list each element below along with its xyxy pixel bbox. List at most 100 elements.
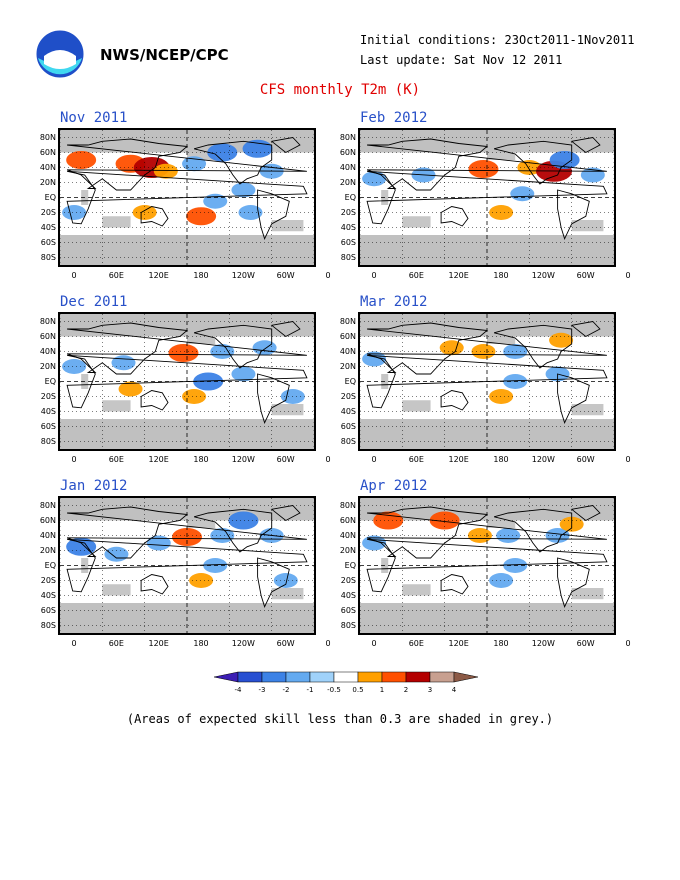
colorbar-swatch xyxy=(405,671,431,683)
colorbar-label: 1 xyxy=(380,686,384,694)
coastline xyxy=(570,321,601,338)
colorbar-swatch xyxy=(261,671,287,683)
coastline xyxy=(140,206,169,227)
lon-tick-label: 120E xyxy=(148,639,169,648)
map-canvas xyxy=(360,314,614,449)
skill-footnote: (Areas of expected skill less than 0.3 a… xyxy=(126,712,554,726)
anomaly-region xyxy=(489,205,514,220)
lon-tick-label: 60W xyxy=(576,455,595,464)
forecast-map-panel xyxy=(358,128,616,267)
lon-tick-label: 60W xyxy=(576,639,595,648)
coastline xyxy=(270,137,301,154)
lon-tick-label: 0 xyxy=(625,455,631,464)
lat-tick-label: 40N xyxy=(39,346,56,356)
lon-tick-label: 120E xyxy=(448,271,469,280)
forecast-map-panel xyxy=(58,496,316,635)
colorbar-swatch xyxy=(429,671,455,683)
lon-tick-label: 60W xyxy=(276,639,295,648)
lat-tick-label: 60S xyxy=(40,421,56,431)
low-skill-mask xyxy=(187,336,216,344)
anomaly-region xyxy=(273,573,298,588)
lon-tick-label: 120E xyxy=(148,271,169,280)
anomaly-region xyxy=(66,151,97,169)
anomaly-region xyxy=(503,344,528,359)
coastline xyxy=(193,508,273,553)
low-skill-mask xyxy=(402,584,431,596)
anomaly-region xyxy=(118,381,143,397)
colorbar-swatch xyxy=(333,671,359,683)
coastline xyxy=(570,137,601,154)
anomaly-region xyxy=(468,160,499,178)
lon-tick-label: 180 xyxy=(493,271,509,280)
lon-tick-label: 60E xyxy=(108,455,124,464)
lat-tick-label: 60S xyxy=(40,605,56,615)
coastline xyxy=(257,189,290,241)
lat-tick-label: 80S xyxy=(340,252,356,262)
lat-tick-label: 20N xyxy=(339,545,356,555)
coastline xyxy=(193,140,273,185)
lon-tick-label: 0 xyxy=(71,455,77,464)
low-skill-mask xyxy=(271,588,304,600)
anomaly-region xyxy=(146,535,171,551)
low-skill-mask xyxy=(60,314,314,337)
lat-tick-label: EQ xyxy=(344,560,356,570)
lat-tick-label: 40S xyxy=(340,590,356,600)
lon-tick-label: 0 xyxy=(325,455,331,464)
anomaly-region xyxy=(66,537,97,556)
lon-tick-label: 0 xyxy=(371,271,377,280)
colorbar-label: -4 xyxy=(235,686,243,694)
anomaly-region xyxy=(104,546,129,562)
colorbar-label: 0.5 xyxy=(352,686,363,694)
lon-tick-label: 0 xyxy=(371,639,377,648)
lat-tick-label: 80S xyxy=(40,436,56,446)
anomaly-region xyxy=(186,207,217,226)
panel-label: Feb 2012 xyxy=(360,110,428,126)
coastline xyxy=(257,557,290,609)
anomaly-region xyxy=(489,573,514,588)
colorbar-swatch xyxy=(381,671,407,683)
anomaly-region xyxy=(182,389,207,404)
lat-tick-label: 60N xyxy=(339,331,356,341)
coastline xyxy=(570,505,601,522)
main-title: CFS monthly T2m (K) xyxy=(259,82,421,98)
low-skill-mask xyxy=(187,520,216,528)
lat-tick-label: 60N xyxy=(39,331,56,341)
lon-tick-label: 120W xyxy=(231,639,255,648)
lat-tick-label: 40S xyxy=(40,590,56,600)
low-skill-mask xyxy=(102,216,131,228)
lon-tick-label: 180 xyxy=(493,455,509,464)
lat-tick-label: 20N xyxy=(39,361,56,371)
panel-label: Mar 2012 xyxy=(360,294,428,310)
anomaly-region xyxy=(362,171,387,187)
last-update: Last update: Sat Nov 12 2011 xyxy=(360,53,563,67)
lon-tick-label: 120E xyxy=(448,639,469,648)
coastline xyxy=(193,324,273,369)
color-legend: -4 -3 -2 -1 -0.5 0.5 1 2 3 4 xyxy=(200,670,480,700)
low-skill-mask xyxy=(571,404,604,416)
low-skill-mask xyxy=(360,130,614,153)
map-canvas xyxy=(60,314,314,449)
colorbar-label: 3 xyxy=(428,686,432,694)
anomaly-region xyxy=(439,340,464,356)
anomaly-region xyxy=(189,573,214,588)
forecast-map-panel xyxy=(58,128,316,267)
low-skill-mask xyxy=(487,152,516,160)
colorbar-swatch xyxy=(309,671,335,683)
lat-tick-label: 80S xyxy=(340,436,356,446)
lon-tick-label: 120W xyxy=(531,271,555,280)
lat-tick-label: 20S xyxy=(340,207,356,217)
lon-tick-label: 0 xyxy=(325,639,331,648)
lon-tick-label: 60E xyxy=(108,639,124,648)
lat-tick-label: 40S xyxy=(340,406,356,416)
anomaly-region xyxy=(510,186,535,202)
lat-tick-label: 80N xyxy=(339,500,356,510)
panel-label: Jan 2012 xyxy=(60,478,128,494)
forecast-map-panel xyxy=(358,312,616,451)
anomaly-region xyxy=(252,340,277,356)
lat-tick-label: 20S xyxy=(40,575,56,585)
lat-tick-label: 80S xyxy=(40,252,56,262)
lat-tick-label: 20S xyxy=(40,207,56,217)
lon-tick-label: 60W xyxy=(576,271,595,280)
lon-tick-label: 0 xyxy=(625,639,631,648)
low-skill-mask xyxy=(187,152,216,160)
